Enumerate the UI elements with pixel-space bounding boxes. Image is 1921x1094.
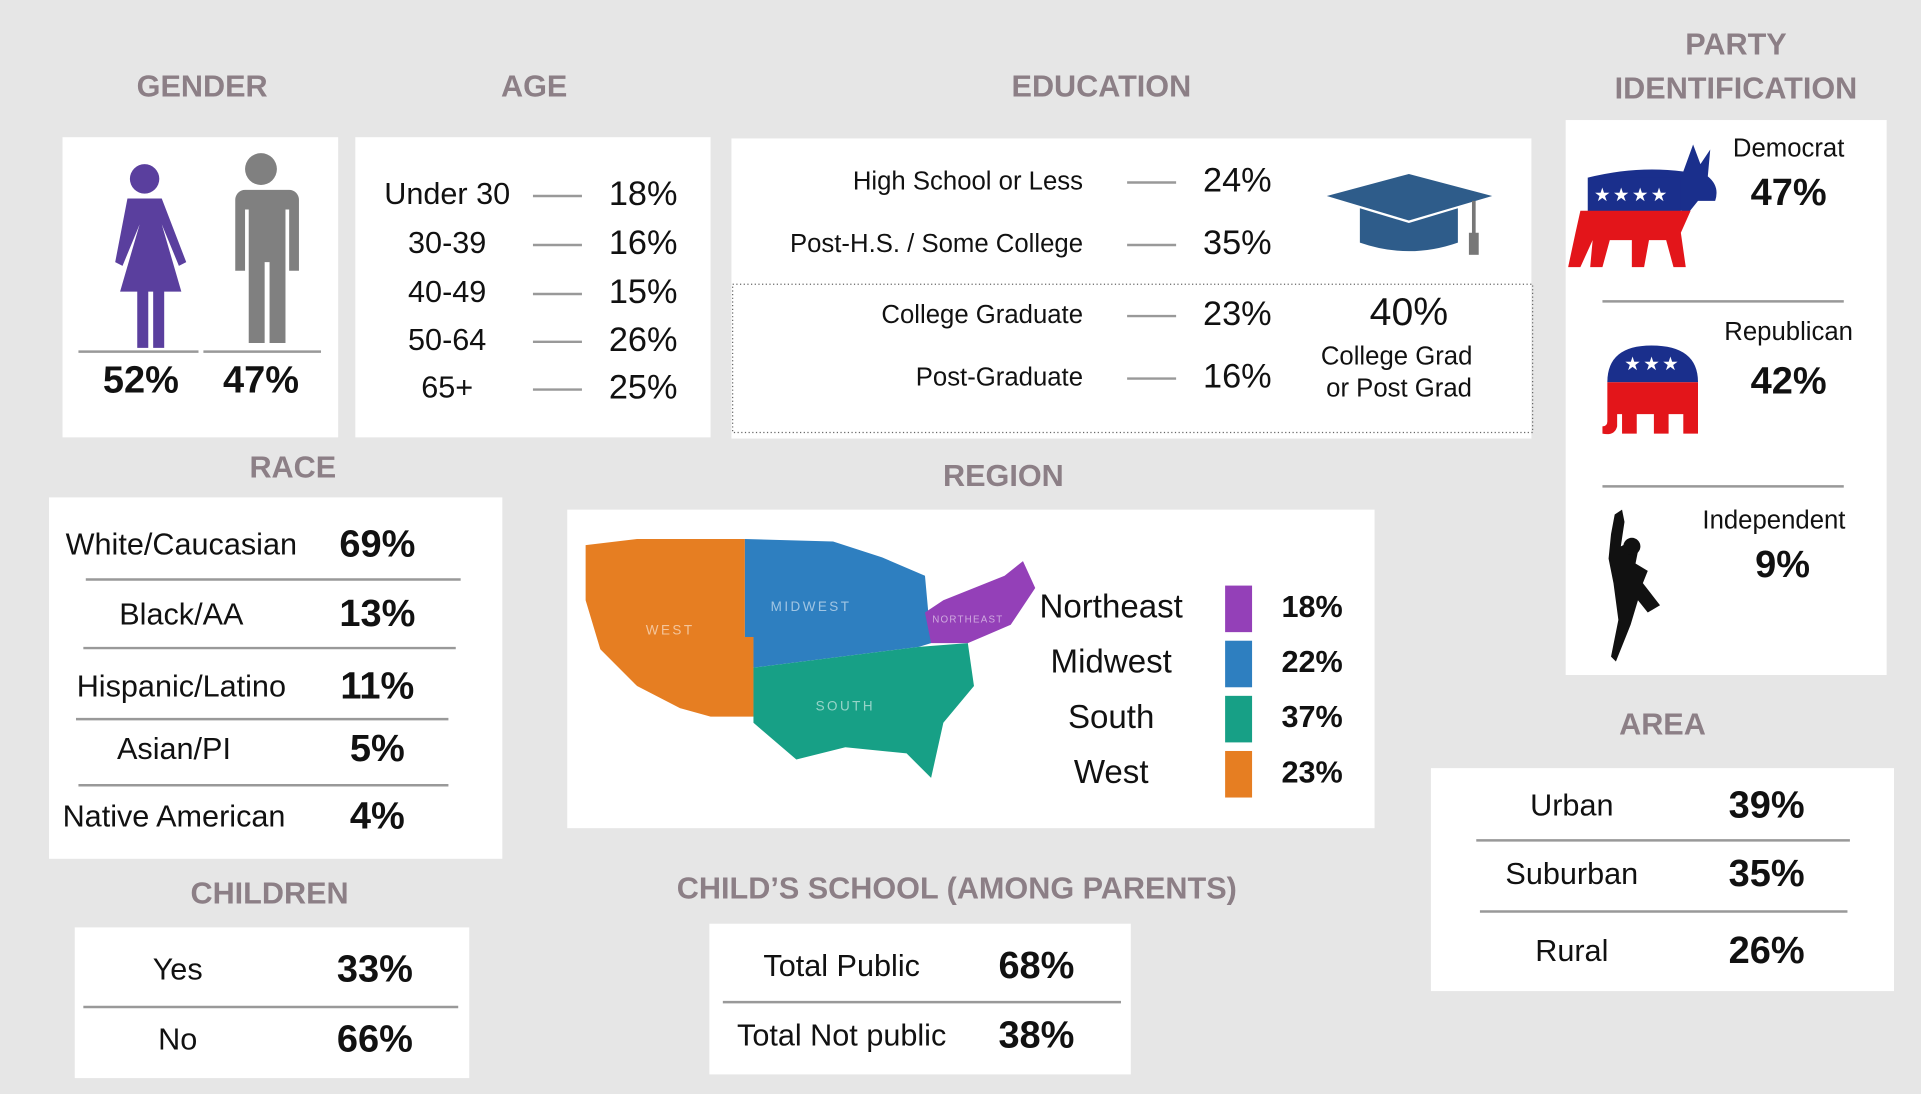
- swatch: [1225, 585, 1253, 633]
- value: 69%: [339, 523, 415, 565]
- swatch: [1225, 750, 1253, 798]
- value: 47%: [1751, 172, 1827, 214]
- panel: [355, 137, 711, 438]
- label: Post-H.S. / Some College: [790, 230, 1083, 258]
- statue-of-liberty-icon: [1608, 509, 1661, 662]
- label: Total Public: [763, 949, 920, 983]
- value: 4%: [350, 795, 405, 837]
- value: 16%: [1203, 358, 1272, 396]
- label: Northeast: [1040, 589, 1183, 626]
- value: 26%: [609, 321, 678, 359]
- map-northeast: [924, 561, 1036, 644]
- label: Hispanic/Latino: [77, 670, 286, 704]
- section-title: GENDER: [137, 69, 268, 103]
- value: 37%: [1281, 700, 1342, 734]
- map-label: SOUTH: [816, 698, 875, 713]
- map-midwest: [744, 539, 932, 668]
- combined-label: or Post Grad: [1326, 374, 1472, 402]
- label: South: [1068, 699, 1154, 736]
- panel: [709, 923, 1131, 1075]
- panel: [62, 137, 339, 438]
- value: 18%: [609, 175, 678, 213]
- swatch: [1225, 640, 1253, 688]
- panel: [49, 497, 503, 859]
- swatch: [1225, 695, 1253, 743]
- value: 15%: [609, 273, 678, 311]
- value: 52%: [103, 359, 179, 401]
- label: College Graduate: [881, 301, 1083, 329]
- label: West: [1074, 754, 1149, 791]
- value: 23%: [1203, 295, 1272, 333]
- combined-value: 40%: [1370, 291, 1448, 334]
- map-label: WEST: [646, 622, 695, 637]
- map-label: MIDWEST: [771, 599, 852, 614]
- label: Native American: [63, 799, 286, 833]
- value: 24%: [1203, 162, 1272, 200]
- value: 9%: [1755, 544, 1810, 586]
- map-west: [585, 539, 754, 717]
- label: 30-39: [408, 226, 486, 260]
- label: Republican: [1724, 318, 1853, 346]
- value: 26%: [1729, 930, 1805, 972]
- label: White/Caucasian: [66, 527, 297, 561]
- value: 35%: [1729, 853, 1805, 895]
- label: Rural: [1535, 934, 1608, 968]
- value: 16%: [609, 224, 678, 262]
- value: 13%: [339, 593, 415, 635]
- panel: [1430, 768, 1895, 992]
- label: Suburban: [1505, 857, 1638, 891]
- label: Asian/PI: [117, 732, 231, 766]
- value: 39%: [1729, 784, 1805, 826]
- value: 42%: [1751, 360, 1827, 402]
- panel: [74, 927, 470, 1079]
- man-icon: [232, 153, 299, 344]
- section-title: CHILDREN: [190, 877, 348, 911]
- map-south: [753, 643, 974, 778]
- graduation-cap-icon: [1326, 173, 1493, 255]
- section-title: EDUCATION: [1012, 69, 1192, 103]
- value: 22%: [1281, 645, 1342, 679]
- label: Post-Graduate: [916, 363, 1083, 391]
- label: 65+: [421, 371, 473, 405]
- value: 25%: [609, 369, 678, 407]
- label: Urban: [1530, 788, 1613, 822]
- combined-label: College Grad: [1321, 343, 1473, 371]
- label: 40-49: [408, 275, 486, 309]
- svg-text:★★★: ★★★: [1624, 353, 1681, 374]
- label: Democrat: [1733, 134, 1844, 162]
- label: Yes: [153, 953, 203, 987]
- label: Independent: [1702, 507, 1845, 535]
- label: 50-64: [408, 323, 486, 357]
- value: 66%: [337, 1018, 413, 1060]
- value: 33%: [337, 949, 413, 991]
- label: No: [158, 1022, 197, 1056]
- value: 35%: [1203, 224, 1272, 262]
- value: 11%: [340, 666, 414, 708]
- section-title: AREA: [1619, 708, 1706, 742]
- value: 68%: [998, 945, 1074, 987]
- label: Black/AA: [119, 597, 244, 631]
- section-title: CHILD’S SCHOOL (AMONG PARENTS): [677, 872, 1237, 906]
- section-title: REGION: [943, 459, 1064, 493]
- section-title: IDENTIFICATION: [1615, 72, 1858, 106]
- label: Under 30: [384, 177, 510, 211]
- section-title: PARTY: [1685, 28, 1786, 62]
- woman-icon: [115, 164, 187, 348]
- label: Total Not public: [737, 1019, 946, 1053]
- label: High School or Less: [853, 167, 1083, 195]
- value: 47%: [223, 359, 299, 401]
- elephant-icon: ★★★: [1602, 345, 1699, 435]
- donkey-icon: ★★★★: [1568, 144, 1717, 268]
- value: 18%: [1281, 590, 1342, 624]
- section-title: RACE: [249, 450, 336, 484]
- label: Midwest: [1051, 644, 1172, 681]
- value: 38%: [998, 1015, 1074, 1057]
- value: 23%: [1281, 755, 1342, 789]
- value: 5%: [350, 728, 405, 770]
- section-title: AGE: [501, 69, 567, 103]
- map-label: NORTHEAST: [932, 614, 1003, 625]
- svg-text:★★★★: ★★★★: [1594, 184, 1670, 205]
